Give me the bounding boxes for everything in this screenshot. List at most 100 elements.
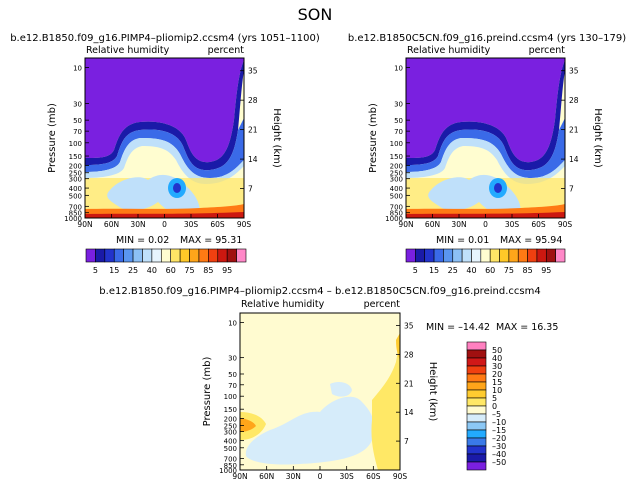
pressure-tick-label: 100 xyxy=(224,393,237,401)
pressure-tick-label: 500 xyxy=(224,445,237,453)
pressure-tick-label: 100 xyxy=(69,140,82,148)
pressure-tick-label: 500 xyxy=(69,192,82,200)
pressure-tick-label: 400 xyxy=(390,185,403,193)
latitude-tick-label: 60N xyxy=(259,472,274,481)
axes-layer: 1030507010015020025030040050070085010003… xyxy=(47,65,603,481)
colorbar-swatch xyxy=(466,373,487,383)
colorbar-right: 5 15 25 40 60 75 85 95 xyxy=(405,248,566,275)
y2-axis-title: Height (km) xyxy=(271,108,282,168)
y2-axis-title: Height (km) xyxy=(592,108,603,168)
height-tick-label: 21 xyxy=(248,126,258,135)
colorbar-swatch xyxy=(95,248,106,263)
contour-band-dark-blue xyxy=(406,60,565,171)
height-tick-label: 7 xyxy=(569,185,574,194)
variable-label: Relative humidity xyxy=(86,45,170,56)
colorbar-label: –50 xyxy=(492,458,506,467)
colorbar-swatch xyxy=(466,437,487,447)
pressure-tick-label: 150 xyxy=(69,153,82,161)
latitude-tick-label: 0 xyxy=(162,220,167,229)
pressure-tick-label: 70 xyxy=(228,382,237,390)
colorbar-label: 50 xyxy=(492,346,502,355)
colorbar-label: 25 xyxy=(448,266,458,275)
latitude-tick-label: 90N xyxy=(77,220,92,229)
colorbar-label: –40 xyxy=(492,450,506,459)
latitude-tick-label: 0 xyxy=(318,472,323,481)
colorbar-label: 15 xyxy=(429,266,439,275)
height-tick-label: 28 xyxy=(569,96,579,105)
pressure-tick-label: 250 xyxy=(69,170,82,178)
variable-label: Relative humidity xyxy=(241,299,325,310)
colorbar-label: 10 xyxy=(492,386,502,395)
colorbar-swatch xyxy=(452,248,463,263)
colorbar-label: 5 xyxy=(492,394,497,403)
positive-anomaly-right-core xyxy=(396,332,400,360)
latitude-tick-label: 90S xyxy=(237,220,252,229)
latitude-tick-label: 60S xyxy=(210,220,225,229)
height-tick-label: 7 xyxy=(248,185,253,194)
pressure-tick-label: 700 xyxy=(390,203,403,211)
units-label: percent xyxy=(529,45,566,56)
colorbar-swatch xyxy=(405,248,416,263)
contour-band-light-blue xyxy=(85,138,244,184)
colorbar-swatch xyxy=(236,248,247,263)
colorbar-label: 95 xyxy=(222,266,232,275)
colorbar-swatch xyxy=(142,248,153,263)
pressure-tick-label: 250 xyxy=(390,170,403,178)
y-axis-title: Pressure (mb) xyxy=(47,103,58,173)
pressure-tick-label: 50 xyxy=(394,117,403,125)
colorbar-label: 60 xyxy=(166,266,176,275)
colorbar-label: 30 xyxy=(492,362,502,371)
latitude-tick-label: 30N xyxy=(451,220,466,229)
negative-anomaly-patch xyxy=(330,382,352,397)
pressure-tick-label: 850 xyxy=(224,462,237,470)
colorbar-swatch xyxy=(466,445,487,455)
pressure-tick-label: 700 xyxy=(224,456,237,464)
latitude-tick-label: 90S xyxy=(393,472,408,481)
colorbar-label: 40 xyxy=(492,354,502,363)
colorbar-swatch xyxy=(189,248,200,263)
colorbar-label: –10 xyxy=(492,418,506,427)
stratosphere-fill xyxy=(406,58,565,163)
pressure-tick-label: 150 xyxy=(390,153,403,161)
pressure-tick-label: 30 xyxy=(394,100,403,108)
season-title: SON xyxy=(298,5,333,24)
pressure-tick-label: 100 xyxy=(390,140,403,148)
colorbar-label: 95 xyxy=(541,266,551,275)
colorbar-swatch xyxy=(466,389,487,399)
y-axis-title: Pressure (mb) xyxy=(368,103,379,173)
pressure-tick-label: 850 xyxy=(390,210,403,218)
units-label: percent xyxy=(208,45,245,56)
latitude-tick-label: 30N xyxy=(130,220,145,229)
height-tick-label: 28 xyxy=(248,96,258,105)
contour-band-blue xyxy=(406,118,565,178)
colorbar-label: –15 xyxy=(492,426,506,435)
height-tick-label: 21 xyxy=(569,126,579,135)
colorbar-swatch xyxy=(466,365,487,375)
latitude-tick-label: 60N xyxy=(104,220,119,229)
latitude-tick-label: 90S xyxy=(558,220,573,229)
colorbar-swatch xyxy=(536,248,547,263)
pressure-tick-label: 1000 xyxy=(64,215,82,223)
colorbar-swatch xyxy=(480,248,491,263)
colorbar-swatch xyxy=(443,248,454,263)
max-label: MAX = 95.94 xyxy=(500,235,562,246)
height-tick-label: 35 xyxy=(404,321,414,330)
colorbar-swatch xyxy=(160,248,172,263)
colorbar-label: 15 xyxy=(109,266,119,275)
latitude-tick-label: 60S xyxy=(366,472,381,481)
colorbar-swatch xyxy=(433,248,444,263)
panel-title: b.e12.B1850C5CN.f09_g16.preind.ccsm4 (yr… xyxy=(348,33,626,44)
max-label: MAX = 95.31 xyxy=(180,235,242,246)
colorbar-label: 20 xyxy=(492,370,502,379)
colorbar-swatch xyxy=(466,357,487,367)
stratosphere-fill xyxy=(85,58,244,163)
colorbar-swatch xyxy=(208,248,219,263)
colorbar-label: 85 xyxy=(522,266,532,275)
pressure-tick-label: 50 xyxy=(73,117,82,125)
height-tick-label: 14 xyxy=(404,408,414,417)
negative-anomaly-region xyxy=(245,396,375,465)
colorbar-swatch xyxy=(179,248,190,263)
latitude-tick-label: 90N xyxy=(232,472,247,481)
pressure-tick-label: 400 xyxy=(224,438,237,446)
